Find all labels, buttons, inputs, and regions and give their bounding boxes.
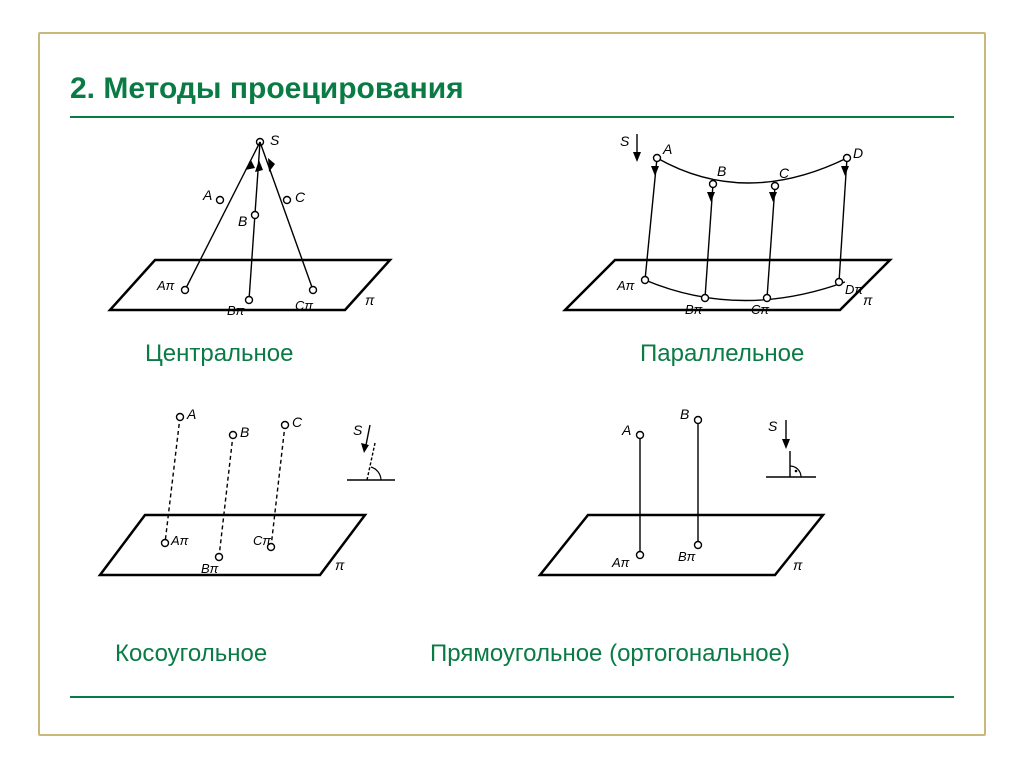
label-B: B (717, 163, 726, 179)
label-Dpi: Dπ (845, 282, 863, 297)
caption-oblique: Косоугольное (115, 640, 267, 668)
label-S: S (620, 133, 630, 149)
caption-central: Центральное (145, 340, 294, 368)
label-A: A (662, 141, 672, 157)
label-Bpi: Bπ (685, 302, 703, 317)
label-C: C (295, 189, 306, 205)
label-Api: Aπ (156, 278, 175, 293)
label-Api: Aπ (611, 555, 630, 570)
diagram-oblique: π S A B C Aπ Bπ Cπ (85, 395, 415, 595)
title-number: 2. (70, 72, 95, 105)
label-B: B (680, 406, 689, 422)
diagram-parallel: π S A B C D Aπ Bπ Cπ Dπ (545, 130, 925, 330)
plane-label: π (793, 557, 803, 573)
label-Api: Aπ (616, 278, 635, 293)
label-S: S (768, 418, 778, 434)
label-A: A (186, 406, 196, 422)
diagram-central: π S A B C Aπ Bπ Cπ (95, 130, 425, 330)
label-Cpi: Cπ (751, 302, 769, 317)
label-S: S (270, 132, 280, 148)
label-Bpi: Bπ (678, 549, 696, 564)
label-S: S (353, 422, 363, 438)
caption-orthogonal: Прямоугольное (ортогональное) (430, 640, 790, 668)
label-A: A (621, 422, 631, 438)
label-Cpi: Cπ (253, 533, 271, 548)
label-Cpi: Cπ (295, 298, 313, 313)
label-Bpi: Bπ (201, 561, 219, 576)
diagram-orthogonal: π S A B Aπ Bπ (520, 395, 880, 595)
divider-bottom (70, 696, 954, 698)
plane-label: π (335, 557, 345, 573)
title-text: Методы проецирования (103, 72, 463, 105)
plane-label: π (863, 292, 873, 308)
slide-title: 2. Методы проецирования (70, 72, 464, 106)
label-C: C (779, 165, 790, 181)
svg-text:C: C (292, 414, 303, 430)
plane-label: π (365, 292, 375, 308)
label-B: B (240, 424, 249, 440)
label-B: B (238, 213, 247, 229)
divider-top (70, 116, 954, 118)
label-Bpi: Bπ (227, 303, 245, 318)
caption-parallel: Параллельное (640, 340, 804, 368)
label-Api: Aπ (170, 533, 189, 548)
label-D: D (853, 145, 863, 161)
label-A: A (202, 187, 212, 203)
